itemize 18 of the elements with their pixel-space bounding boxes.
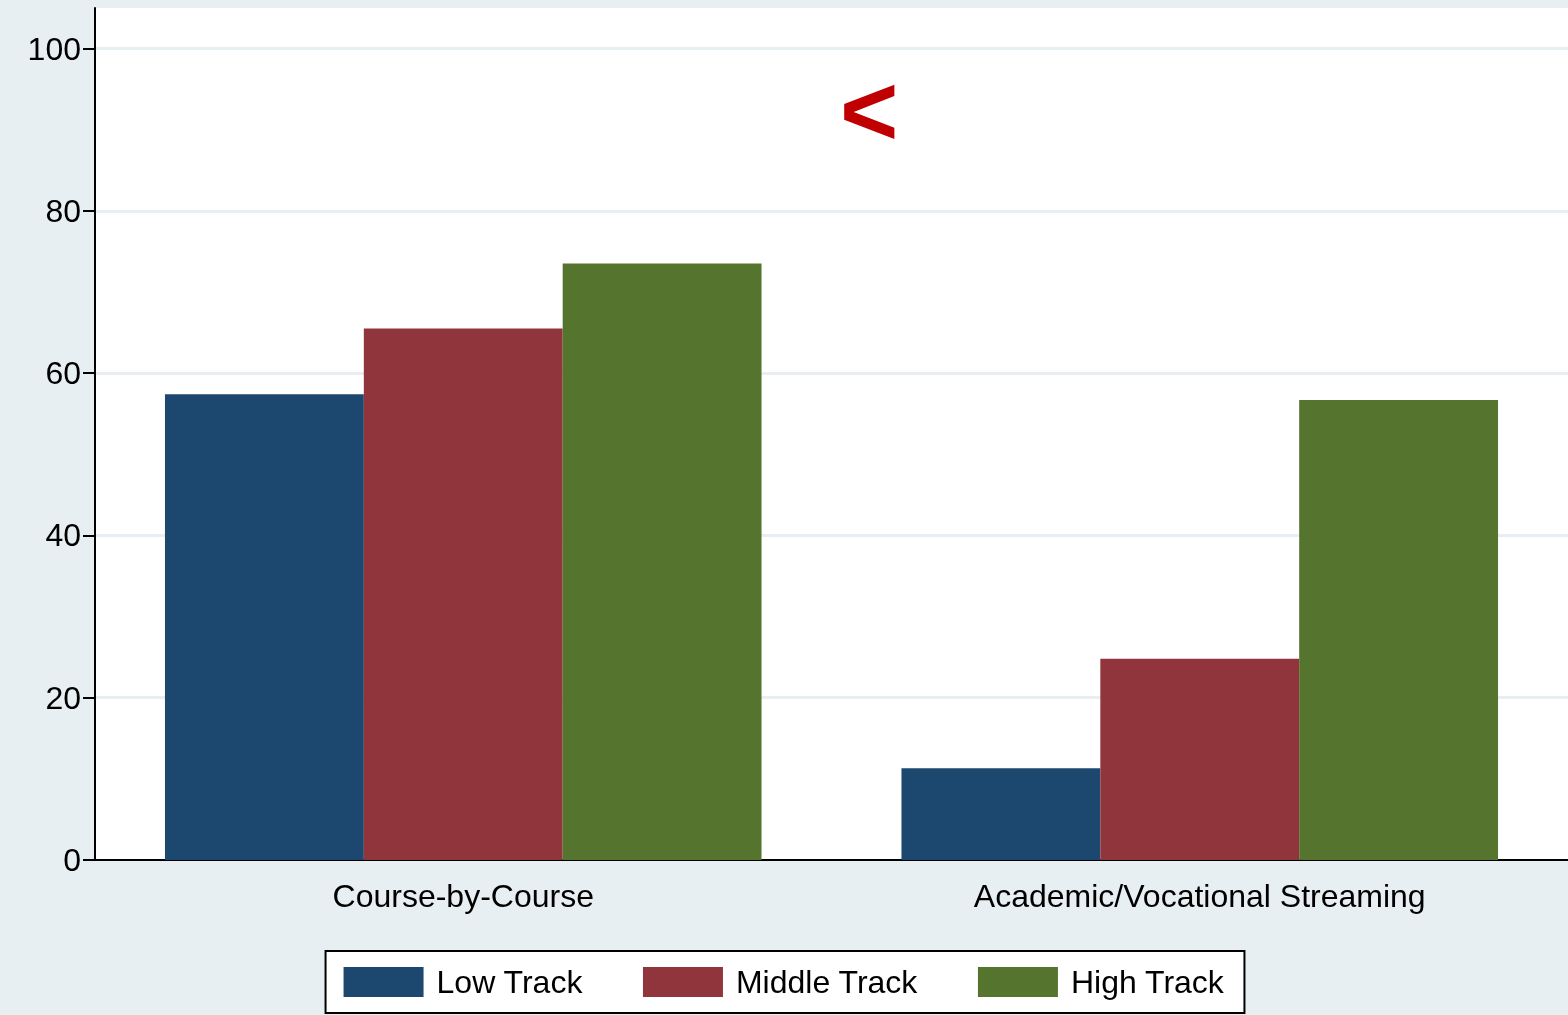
bar [1299, 399, 1499, 860]
legend-label: High Track [1070, 964, 1225, 1000]
bar [901, 768, 1101, 860]
y-tick-label: 20 [45, 679, 81, 716]
legend-label: Middle Track [735, 964, 919, 1000]
y-tick-label: 80 [45, 192, 81, 229]
bar [562, 263, 762, 860]
y-tick-label: 40 [45, 517, 81, 554]
x-tick-label: Course-by-Course [332, 878, 594, 914]
x-tick-label: Academic/Vocational Streaming [973, 878, 1426, 914]
bar [164, 394, 364, 860]
y-tick-label: 0 [63, 842, 81, 878]
annotation: < [840, 54, 899, 166]
y-tick-label: 60 [45, 355, 81, 392]
y-tick-label: 100 [27, 30, 81, 67]
bar [1100, 658, 1300, 860]
bar [363, 328, 563, 860]
legend-label: Low Track [436, 964, 584, 1000]
